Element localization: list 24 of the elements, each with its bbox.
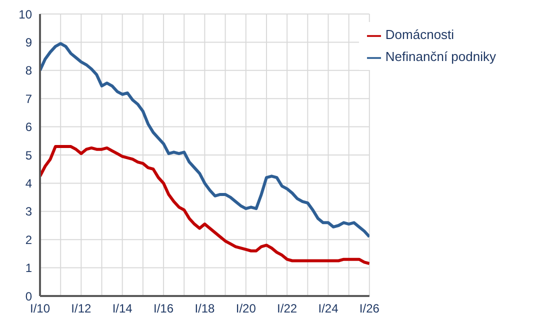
- x-tick-label: I/26: [359, 302, 380, 316]
- y-tick-label: 5: [25, 148, 32, 162]
- y-tick-label: 1: [25, 261, 32, 276]
- x-tick-label: I/22: [277, 302, 298, 316]
- legend-label: Domácnosti: [385, 27, 454, 42]
- x-tick-label: I/12: [71, 302, 92, 316]
- x-tick-label: I/24: [318, 302, 339, 316]
- line-series: [40, 145, 370, 266]
- y-tick-label: 9: [25, 35, 32, 50]
- x-tick-label: I/10: [30, 302, 50, 316]
- y-tick-label: 10: [18, 7, 32, 22]
- x-tick-label: I/18: [194, 302, 216, 316]
- line-series: [40, 42, 370, 238]
- y-tick-label: 7: [25, 92, 32, 106]
- y-tick-label: 8: [25, 64, 32, 78]
- y-tick-label: 0: [25, 289, 32, 304]
- y-tick-label: 3: [25, 204, 32, 219]
- y-tick-label: 4: [25, 176, 32, 190]
- x-tick-label: I/16: [154, 302, 174, 316]
- x-tick-label: I/14: [112, 302, 133, 316]
- y-tick-label: 6: [25, 120, 32, 134]
- legend-label: Nefinanční podniky: [385, 49, 496, 64]
- y-tick-label: 2: [25, 232, 32, 247]
- x-tick-label: I/20: [236, 302, 256, 316]
